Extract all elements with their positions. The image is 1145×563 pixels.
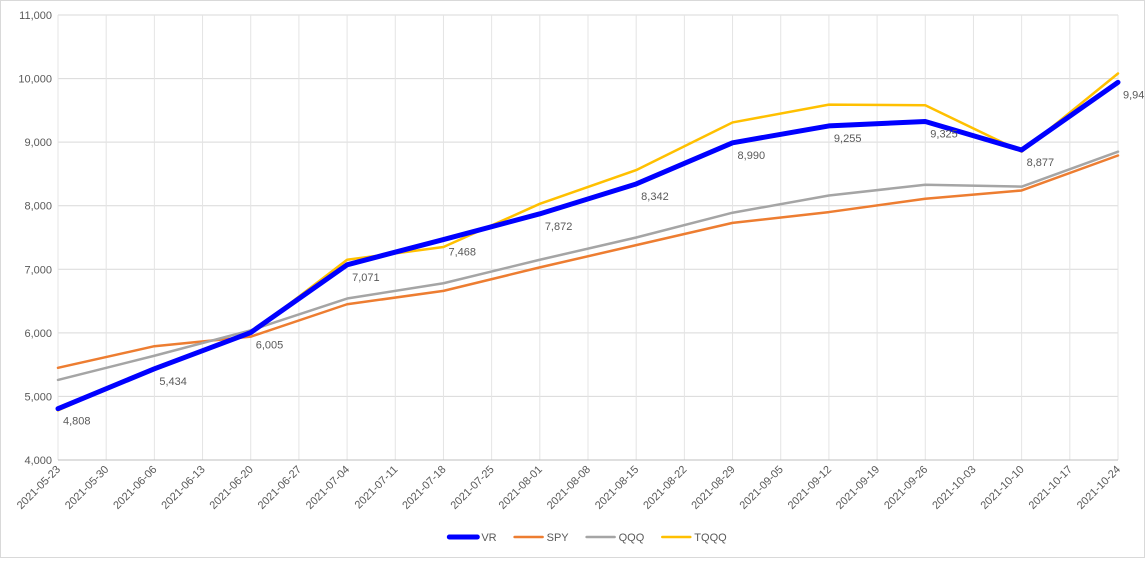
- y-tick-label: 11,000: [19, 10, 52, 22]
- legend-label: QQQ: [619, 532, 645, 544]
- series-line: [55, 79, 1121, 412]
- data-label: 6,005: [256, 340, 284, 352]
- y-tick-label: 5,000: [24, 391, 52, 403]
- legend-item: SPY: [513, 532, 570, 544]
- y-tick-label: 9,000: [24, 137, 52, 149]
- data-label: 9,941: [1123, 89, 1145, 101]
- y-tick-label: 7,000: [24, 264, 52, 276]
- data-label: 9,255: [834, 133, 862, 145]
- y-tick-label: 6,000: [24, 328, 52, 340]
- legend-item: VR: [446, 532, 497, 544]
- data-label: 7,468: [448, 247, 476, 259]
- legend-item: QQQ: [585, 532, 645, 544]
- legend-label: SPY: [547, 532, 570, 544]
- data-label: 9,325: [930, 128, 958, 140]
- legend-label: TQQQ: [694, 532, 727, 544]
- data-label: 4,808: [63, 416, 91, 428]
- series-line: [56, 150, 1120, 382]
- data-label: 7,071: [352, 272, 380, 284]
- legend: VR SPY QQQ TQQQ: [446, 532, 727, 544]
- data-label: 7,872: [545, 221, 573, 233]
- y-tick-label: 4,000: [24, 455, 52, 467]
- y-tick-label: 10,000: [18, 74, 52, 86]
- y-tick-label: 8,000: [24, 201, 52, 213]
- data-label: 8,342: [641, 191, 669, 203]
- legend-label: VR: [481, 532, 496, 544]
- legend-item: TQQQ: [661, 532, 727, 544]
- data-label: 8,877: [1027, 157, 1055, 169]
- data-label: 5,434: [159, 376, 187, 388]
- data-label: 8,990: [738, 150, 766, 162]
